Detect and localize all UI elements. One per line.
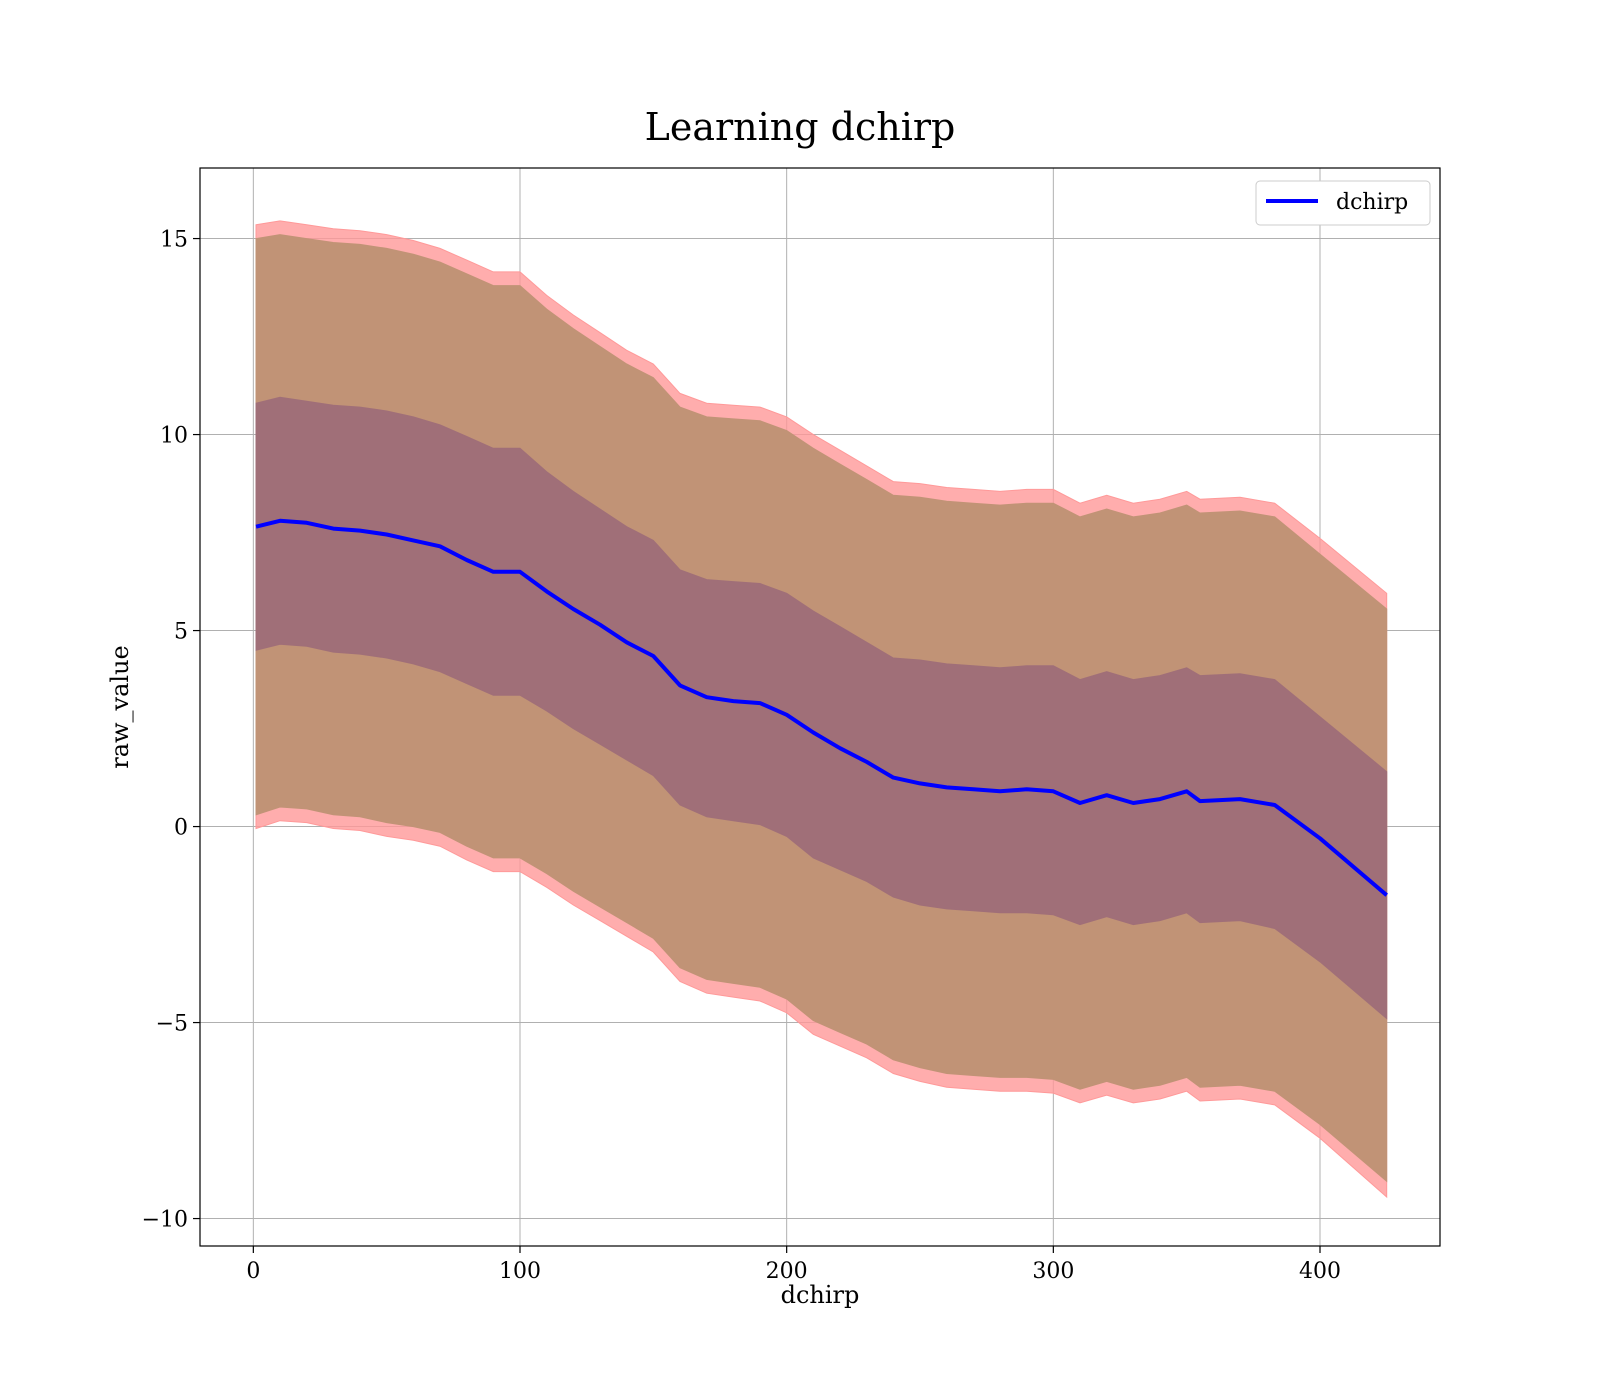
x-axis-label: dchirp bbox=[781, 1281, 860, 1309]
y-tick-label: 10 bbox=[160, 424, 188, 449]
x-tick-label: 300 bbox=[1032, 1259, 1074, 1284]
y-tick-label: 5 bbox=[174, 620, 188, 645]
plot-frame bbox=[199, 167, 1441, 1247]
series-lines bbox=[255, 518, 1388, 897]
legend: dchirp bbox=[1255, 180, 1431, 226]
series-line-0 bbox=[255, 518, 1388, 897]
x-tick-label: 400 bbox=[1299, 1259, 1341, 1284]
legend-box bbox=[1255, 180, 1431, 226]
y-tick-label: −5 bbox=[156, 1012, 188, 1037]
x-tick-label: 200 bbox=[766, 1259, 808, 1284]
chart-title: Learning dchirp bbox=[645, 105, 956, 149]
x-axis: 0 100 200 300 400 bbox=[246, 1246, 1341, 1284]
bands bbox=[255, 220, 1388, 1199]
legend-label: dchirp bbox=[1336, 190, 1408, 215]
x-tick-label: 0 bbox=[246, 1259, 260, 1284]
band-2 bbox=[255, 396, 1388, 1020]
y-tick-label: 0 bbox=[174, 816, 188, 841]
x-tick-label: 100 bbox=[499, 1259, 541, 1284]
y-axis-label: raw_value bbox=[106, 645, 134, 769]
y-tick-label: 15 bbox=[160, 228, 188, 253]
y-axis: −10 −5 0 5 10 15 bbox=[142, 228, 200, 1233]
y-tick-label: −10 bbox=[142, 1208, 188, 1233]
